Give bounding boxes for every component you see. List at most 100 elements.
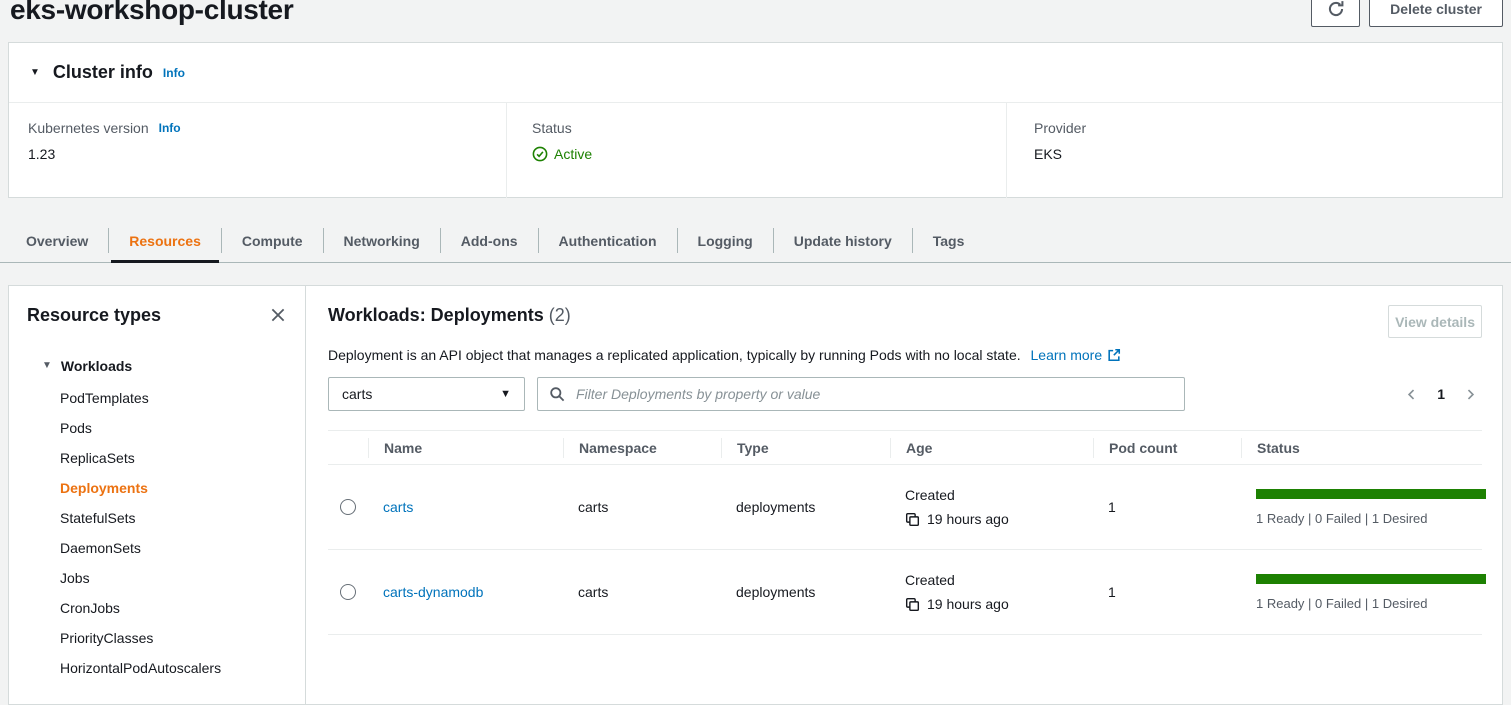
external-link-icon xyxy=(1107,348,1121,362)
panel-title-text: Workloads: Deployments xyxy=(328,305,544,325)
table-header-row: Name Namespace Type Age Pod count Status xyxy=(328,430,1482,465)
cell-age: Created 19 hours ago xyxy=(890,572,1093,612)
refresh-icon xyxy=(1327,0,1345,18)
sidebar-item-horizontalpodautoscalers[interactable]: HorizontalPodAutoscalers xyxy=(60,660,222,676)
next-page-button[interactable] xyxy=(1464,388,1477,401)
table-row: carts carts deployments Created 19 hours… xyxy=(328,465,1486,550)
status-text: 1 Ready | 0 Failed | 1 Desired xyxy=(1256,510,1428,526)
sidebar-item-replicasets[interactable]: ReplicaSets xyxy=(60,450,135,466)
tab-resources[interactable]: Resources xyxy=(109,219,221,263)
kubernetes-version-value: 1.23 xyxy=(28,146,56,162)
tree-group-label: Workloads xyxy=(60,358,133,374)
dropdown-caret-icon: ▼ xyxy=(500,387,511,400)
sidebar-item-priorityclasses[interactable]: PriorityClasses xyxy=(60,630,154,646)
provider-field: Provider EKS xyxy=(1006,103,1502,198)
pagination: 1 xyxy=(1405,386,1482,402)
description-text: Deployment is an API object that manages… xyxy=(328,347,1021,363)
panel-title: Workloads: Deployments (2) xyxy=(328,305,571,326)
search-box xyxy=(537,377,1185,411)
age-label: Created xyxy=(905,572,955,588)
column-header-pod-count: Pod count xyxy=(1093,437,1241,458)
age-value: 19 hours ago xyxy=(927,596,1009,612)
column-header-age: Age xyxy=(890,437,1093,458)
age-label: Created xyxy=(905,487,955,503)
close-icon xyxy=(269,306,291,324)
tab-addons[interactable]: Add-ons xyxy=(460,232,518,249)
select-all-column xyxy=(328,438,368,458)
page-title: eks-workshop-cluster xyxy=(10,0,294,25)
copy-icon[interactable] xyxy=(905,597,920,612)
filter-row: carts ▼ 1 xyxy=(328,377,1482,411)
tab-separator xyxy=(911,228,913,253)
tab-update-history[interactable]: Update history xyxy=(793,232,892,249)
sidebar-item-statefulsets[interactable]: StatefulSets xyxy=(60,510,136,526)
resource-types-panel: Resource types ▼ Workloads PodTemplates … xyxy=(9,286,306,704)
table-row: carts-dynamodb carts deployments Created… xyxy=(328,550,1486,635)
refresh-button[interactable] xyxy=(1311,0,1361,27)
copy-icon[interactable] xyxy=(905,512,920,527)
cell-age: Created 19 hours ago xyxy=(890,487,1093,527)
row-radio-button[interactable] xyxy=(340,584,356,600)
resources-content: Resource types ▼ Workloads PodTemplates … xyxy=(8,285,1503,705)
sidebar-item-deployments[interactable]: Deployments xyxy=(60,480,148,496)
row-radio-button[interactable] xyxy=(340,499,356,515)
tab-separator xyxy=(537,228,539,253)
deployment-link[interactable]: carts xyxy=(383,499,414,515)
close-panel-button[interactable] xyxy=(269,304,291,326)
resource-tree: ▼ Workloads PodTemplates Pods ReplicaSet… xyxy=(18,358,291,683)
header-actions: Delete cluster xyxy=(1311,0,1503,27)
sidebar-item-jobs[interactable]: Jobs xyxy=(60,570,90,586)
dropdown-value: carts xyxy=(342,386,373,402)
sidebar-item-daemonsets[interactable]: DaemonSets xyxy=(60,540,141,556)
deployments-table: Name Namespace Type Age Pod count Status… xyxy=(328,430,1486,635)
page-number[interactable]: 1 xyxy=(1437,386,1445,402)
status-progress-bar xyxy=(1256,573,1486,584)
namespace-filter-dropdown[interactable]: carts ▼ xyxy=(328,377,525,411)
status-label: Status xyxy=(532,120,572,136)
previous-page-button[interactable] xyxy=(1405,388,1418,401)
kubernetes-version-field: Kubernetes version Info 1.23 xyxy=(9,103,506,198)
column-header-status: Status xyxy=(1241,437,1482,458)
cluster-info-header: ▼ Cluster info Info xyxy=(9,43,1502,103)
sidebar-item-pods[interactable]: Pods xyxy=(60,420,92,436)
status-check-icon xyxy=(532,146,548,162)
cluster-info-title: Cluster info xyxy=(52,62,153,82)
tab-networking[interactable]: Networking xyxy=(343,232,420,249)
search-icon xyxy=(549,386,565,402)
tree-group-workloads[interactable]: ▼ Workloads xyxy=(18,358,291,374)
tab-separator xyxy=(322,228,324,253)
resource-types-title: Resource types xyxy=(27,304,162,325)
tab-logging[interactable]: Logging xyxy=(697,232,753,249)
kubernetes-version-info-link[interactable]: Info xyxy=(158,121,181,135)
age-value: 19 hours ago xyxy=(927,511,1009,527)
provider-value: EKS xyxy=(1034,146,1063,162)
cell-type: deployments xyxy=(736,499,816,515)
cluster-info-info-link[interactable]: Info xyxy=(162,65,185,80)
delete-cluster-button[interactable]: Delete cluster xyxy=(1369,0,1503,27)
cell-status: 1 Ready | 0 Failed | 1 Desired xyxy=(1241,573,1486,611)
tab-compute[interactable]: Compute xyxy=(241,232,303,249)
learn-more-label: Learn more xyxy=(1030,347,1103,363)
cell-type: deployments xyxy=(736,584,816,600)
deployment-link[interactable]: carts-dynamodb xyxy=(383,584,484,600)
tab-overview[interactable]: Overview xyxy=(26,232,89,249)
learn-more-link[interactable]: Learn more xyxy=(1031,347,1122,363)
sidebar-item-podtemplates[interactable]: PodTemplates xyxy=(60,390,149,406)
group-caret-icon: ▼ xyxy=(42,360,52,371)
status-text: 1 Ready | 0 Failed | 1 Desired xyxy=(1256,595,1428,611)
kubernetes-version-label: Kubernetes version xyxy=(28,120,149,136)
cluster-info-card: ▼ Cluster info Info Kubernetes version I… xyxy=(8,42,1503,198)
search-input[interactable] xyxy=(574,385,1173,403)
sidebar-item-cronjobs[interactable]: CronJobs xyxy=(60,600,120,616)
chevron-right-icon xyxy=(1464,388,1477,401)
column-header-type: Type xyxy=(721,437,890,458)
status-value: Active xyxy=(554,146,593,162)
view-details-button[interactable]: View details xyxy=(1388,305,1482,338)
cell-namespace: carts xyxy=(578,499,609,515)
tab-separator xyxy=(676,228,678,253)
tab-separator xyxy=(772,228,774,253)
tab-authentication[interactable]: Authentication xyxy=(558,232,657,249)
panel-description: Deployment is an API object that manages… xyxy=(328,347,1482,363)
collapse-caret-icon[interactable]: ▼ xyxy=(30,66,40,78)
tab-tags[interactable]: Tags xyxy=(932,232,965,249)
